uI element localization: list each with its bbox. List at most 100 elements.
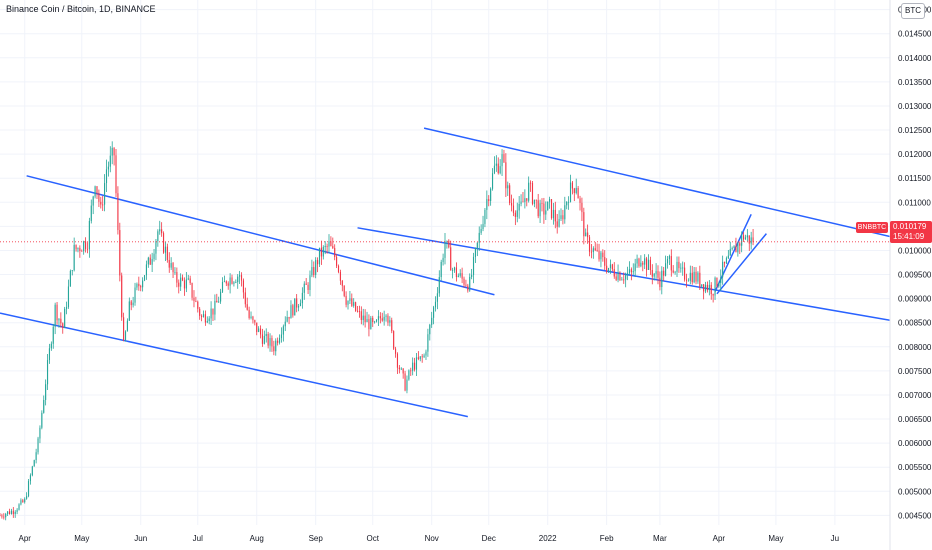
time-tick-label: Apr [18, 534, 31, 543]
candle-body [242, 280, 244, 293]
candle-body [630, 269, 632, 273]
candle-body [349, 298, 351, 301]
candle-body [46, 360, 49, 385]
candle-body [168, 259, 170, 268]
candle-body [398, 367, 400, 370]
candle-body [571, 182, 573, 189]
candle-body [404, 373, 406, 391]
candle-body [626, 273, 629, 275]
candle-body [273, 346, 275, 352]
candle-body [134, 287, 136, 303]
time-tick-label: Sep [309, 534, 324, 543]
candle-body [596, 250, 598, 251]
candle-body [54, 304, 56, 327]
bar-countdown: 15:41:09 [893, 232, 925, 241]
candle-body [64, 308, 66, 328]
candle-body [162, 233, 165, 253]
candle-body [415, 357, 418, 370]
candle-body [414, 362, 416, 370]
time-tick-label: Apr [713, 534, 726, 543]
candle-body [153, 253, 155, 260]
candle-body [104, 183, 106, 205]
candle-body [406, 379, 408, 391]
candle-body [318, 247, 321, 265]
candle-body [661, 270, 663, 288]
trendlines[interactable] [0, 127, 891, 418]
candle-body [488, 199, 490, 202]
candle-body [239, 275, 241, 277]
candle-body [646, 258, 648, 270]
candle-body [569, 182, 572, 202]
price-axis[interactable]: 0.004500 0.005000 0.005500 0.006000 0.006500… [898, 6, 932, 521]
candle-body [623, 279, 625, 281]
candle-body [138, 283, 140, 287]
candle-body [474, 248, 476, 257]
candle-body [326, 246, 328, 247]
candle-body [672, 270, 674, 273]
price-tick-label: 0.006000 [898, 439, 932, 448]
candle-body [132, 302, 134, 306]
price-tick-label: 0.005000 [898, 487, 932, 496]
candle-body [512, 205, 515, 213]
candle-body [288, 316, 290, 319]
candle-body [81, 250, 83, 252]
candle-body [712, 294, 714, 296]
price-tick-label: 0.008000 [898, 343, 932, 352]
candle-body [621, 279, 623, 281]
candle-body [587, 232, 589, 238]
candle-body [714, 277, 716, 296]
candle-body [324, 246, 326, 248]
candle-body [360, 311, 362, 320]
candle-body [366, 319, 368, 323]
candle-body [484, 209, 486, 224]
candle-body [524, 198, 526, 203]
candle-body [183, 280, 186, 289]
currency-unit-button[interactable]: BTC [901, 3, 925, 19]
candle-body [607, 267, 610, 272]
candle-body [166, 246, 168, 260]
candle-body [157, 231, 159, 242]
candle-body [115, 155, 117, 194]
candle-body [693, 271, 695, 283]
candle-body [336, 256, 338, 266]
candle-body [290, 305, 292, 319]
candle-body [143, 275, 146, 281]
candle-body [676, 261, 678, 272]
candle-body [733, 245, 735, 249]
candle-body [638, 258, 640, 267]
candle-body [592, 248, 594, 253]
candle-body [351, 298, 353, 306]
candle-body [27, 481, 30, 497]
candle-body [537, 200, 539, 217]
candle-body [208, 318, 210, 322]
candle-body [320, 247, 322, 257]
candle-body [419, 356, 421, 359]
trendline [716, 233, 767, 295]
candle-body [107, 166, 109, 170]
candle-body [678, 261, 680, 269]
candle-body [657, 271, 659, 278]
candle-body [292, 305, 294, 316]
candle-body [301, 292, 303, 304]
candle-body [568, 201, 570, 203]
candle-body [358, 311, 360, 312]
candle-body [8, 511, 11, 514]
candle-body [655, 271, 657, 274]
candle-body [375, 320, 378, 322]
candle-body [254, 320, 256, 323]
candle-body [355, 302, 357, 311]
candle-body [193, 297, 195, 301]
time-tick-label: Mar [653, 534, 667, 543]
candle-body [233, 282, 235, 284]
time-axis[interactable]: Apr May Jun Jul Aug Sep Oct Nov Dec 2022 Feb Mar Apr… [18, 534, 839, 543]
candle-body [237, 276, 239, 283]
candle-body [275, 340, 277, 352]
chart-title: Binance Coin / Bitcoin, 1D, BINANCE [6, 4, 156, 14]
candle-body [223, 281, 225, 283]
candle-body [493, 165, 496, 174]
candle-body [339, 271, 341, 281]
candle-body [383, 316, 385, 321]
candle-body [499, 166, 501, 174]
candle-body [311, 267, 313, 276]
